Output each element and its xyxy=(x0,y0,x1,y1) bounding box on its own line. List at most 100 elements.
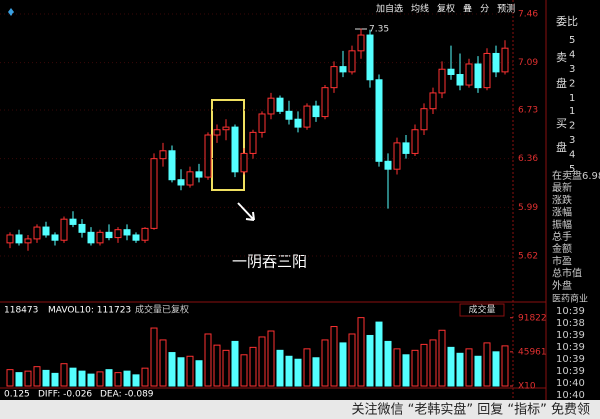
y-tick-label: 5.99 xyxy=(518,203,538,213)
quote-field: 振幅 xyxy=(552,218,572,231)
volume-bar xyxy=(276,349,284,387)
volume-bar xyxy=(285,355,293,387)
candle-body xyxy=(60,218,68,241)
candle-body xyxy=(375,79,383,162)
volume-bar xyxy=(6,369,14,387)
toolbar-button[interactable]: 预测 xyxy=(497,4,515,15)
y-tick-label: 6.73 xyxy=(518,106,538,116)
sell-label: 盘 xyxy=(556,76,567,90)
sector: 医药商业 xyxy=(552,293,588,305)
volume-tick-label: 45961 xyxy=(518,347,547,357)
volume-tick-label: 91822 xyxy=(518,313,547,323)
candle-body xyxy=(51,234,59,241)
candle-body xyxy=(240,152,248,173)
volume-bar xyxy=(312,357,320,387)
candle-body xyxy=(24,238,32,244)
candle-body xyxy=(204,134,212,178)
candle-body xyxy=(195,171,203,178)
volume-bar xyxy=(465,348,473,387)
volume-bar xyxy=(123,370,131,387)
volume-bar xyxy=(141,367,149,387)
volume-bar xyxy=(294,358,302,387)
volume-bar xyxy=(240,354,248,387)
candle-body xyxy=(393,142,401,170)
peak-label: 7.35 xyxy=(369,25,389,35)
toolbar-button[interactable]: 叠 xyxy=(463,4,472,15)
volume-bar xyxy=(51,372,59,387)
trade-time: 10:40 xyxy=(556,390,585,401)
trade-time: 10:39 xyxy=(556,354,585,365)
watermark: 关注微信 “老韩实盘” 回复 “指标” 免费领 xyxy=(352,402,590,418)
candle-body xyxy=(276,97,284,112)
candle-body xyxy=(492,52,500,73)
candle-body xyxy=(321,87,329,118)
candle-body xyxy=(114,229,122,239)
volume-bar xyxy=(303,348,311,387)
volume-bar xyxy=(60,363,68,387)
candle-body xyxy=(177,179,185,186)
volume-bar xyxy=(33,366,41,387)
side-title: 委比 xyxy=(556,15,578,28)
volume-bar xyxy=(132,374,140,387)
candle-body xyxy=(15,234,23,244)
volume-bar xyxy=(429,339,437,387)
candle-body xyxy=(267,97,275,115)
buy-level: 3 xyxy=(569,135,575,146)
candle-body xyxy=(285,110,293,120)
candle-body xyxy=(42,226,50,236)
candle-body xyxy=(222,126,230,131)
volume-title[interactable]: 成交量 xyxy=(468,304,495,316)
annotation: 一阴吞三阳 xyxy=(232,253,307,271)
candle-body xyxy=(456,74,464,86)
volume-bar xyxy=(177,357,185,387)
volume-tab[interactable] xyxy=(459,303,505,317)
volume-stat: 118473 xyxy=(4,306,38,316)
candle-body xyxy=(447,68,455,75)
candle-body xyxy=(78,223,86,233)
sell-level: 1 xyxy=(569,93,575,104)
toolbar-button[interactable]: 加自选 xyxy=(376,3,403,15)
volume-bar xyxy=(168,352,176,387)
volume-bar xyxy=(474,355,482,387)
candle-body xyxy=(339,66,347,73)
candle-body xyxy=(213,129,221,136)
volume-stat: MAVOL10: 111723 xyxy=(48,306,131,316)
toolbar-button[interactable]: 复权 xyxy=(437,3,455,15)
quote-field: 总市值 xyxy=(552,267,582,280)
sell-level: 5 xyxy=(569,35,575,46)
volume-bar xyxy=(105,369,113,387)
candle-body xyxy=(348,50,356,73)
volume-note: 成交量已复权 xyxy=(135,304,189,316)
sell-level: 2 xyxy=(569,79,575,90)
candle-body xyxy=(96,231,104,244)
candle-body xyxy=(159,150,167,160)
volume-bar xyxy=(78,370,86,387)
volume-bar xyxy=(96,371,104,387)
volume-bar xyxy=(258,336,266,387)
volume-bar xyxy=(15,372,23,387)
candle-body xyxy=(69,218,77,225)
arrow xyxy=(237,202,255,221)
quote-field: 总手 xyxy=(552,230,572,243)
buy-level: 2 xyxy=(569,121,575,132)
y-tick-label: 5.62 xyxy=(518,252,538,262)
volume-bar xyxy=(195,360,203,387)
volume-bar xyxy=(114,372,122,387)
volume-bar xyxy=(366,334,374,387)
candle-body xyxy=(132,234,140,241)
y-tick-label: 7.46 xyxy=(518,10,538,20)
candle-body xyxy=(411,129,419,154)
candle-body xyxy=(303,105,311,128)
volume-bar xyxy=(321,339,329,387)
candle-body xyxy=(123,229,131,236)
volume-bar xyxy=(330,326,338,387)
buy-level: 1 xyxy=(569,106,575,117)
candle-body xyxy=(420,108,428,131)
toolbar-button[interactable]: 均线 xyxy=(411,3,429,15)
volume-bar xyxy=(87,373,95,387)
toolbar-button[interactable]: 分 xyxy=(480,4,489,15)
volume-bar xyxy=(384,340,392,387)
buy-level: 5 xyxy=(569,164,575,175)
